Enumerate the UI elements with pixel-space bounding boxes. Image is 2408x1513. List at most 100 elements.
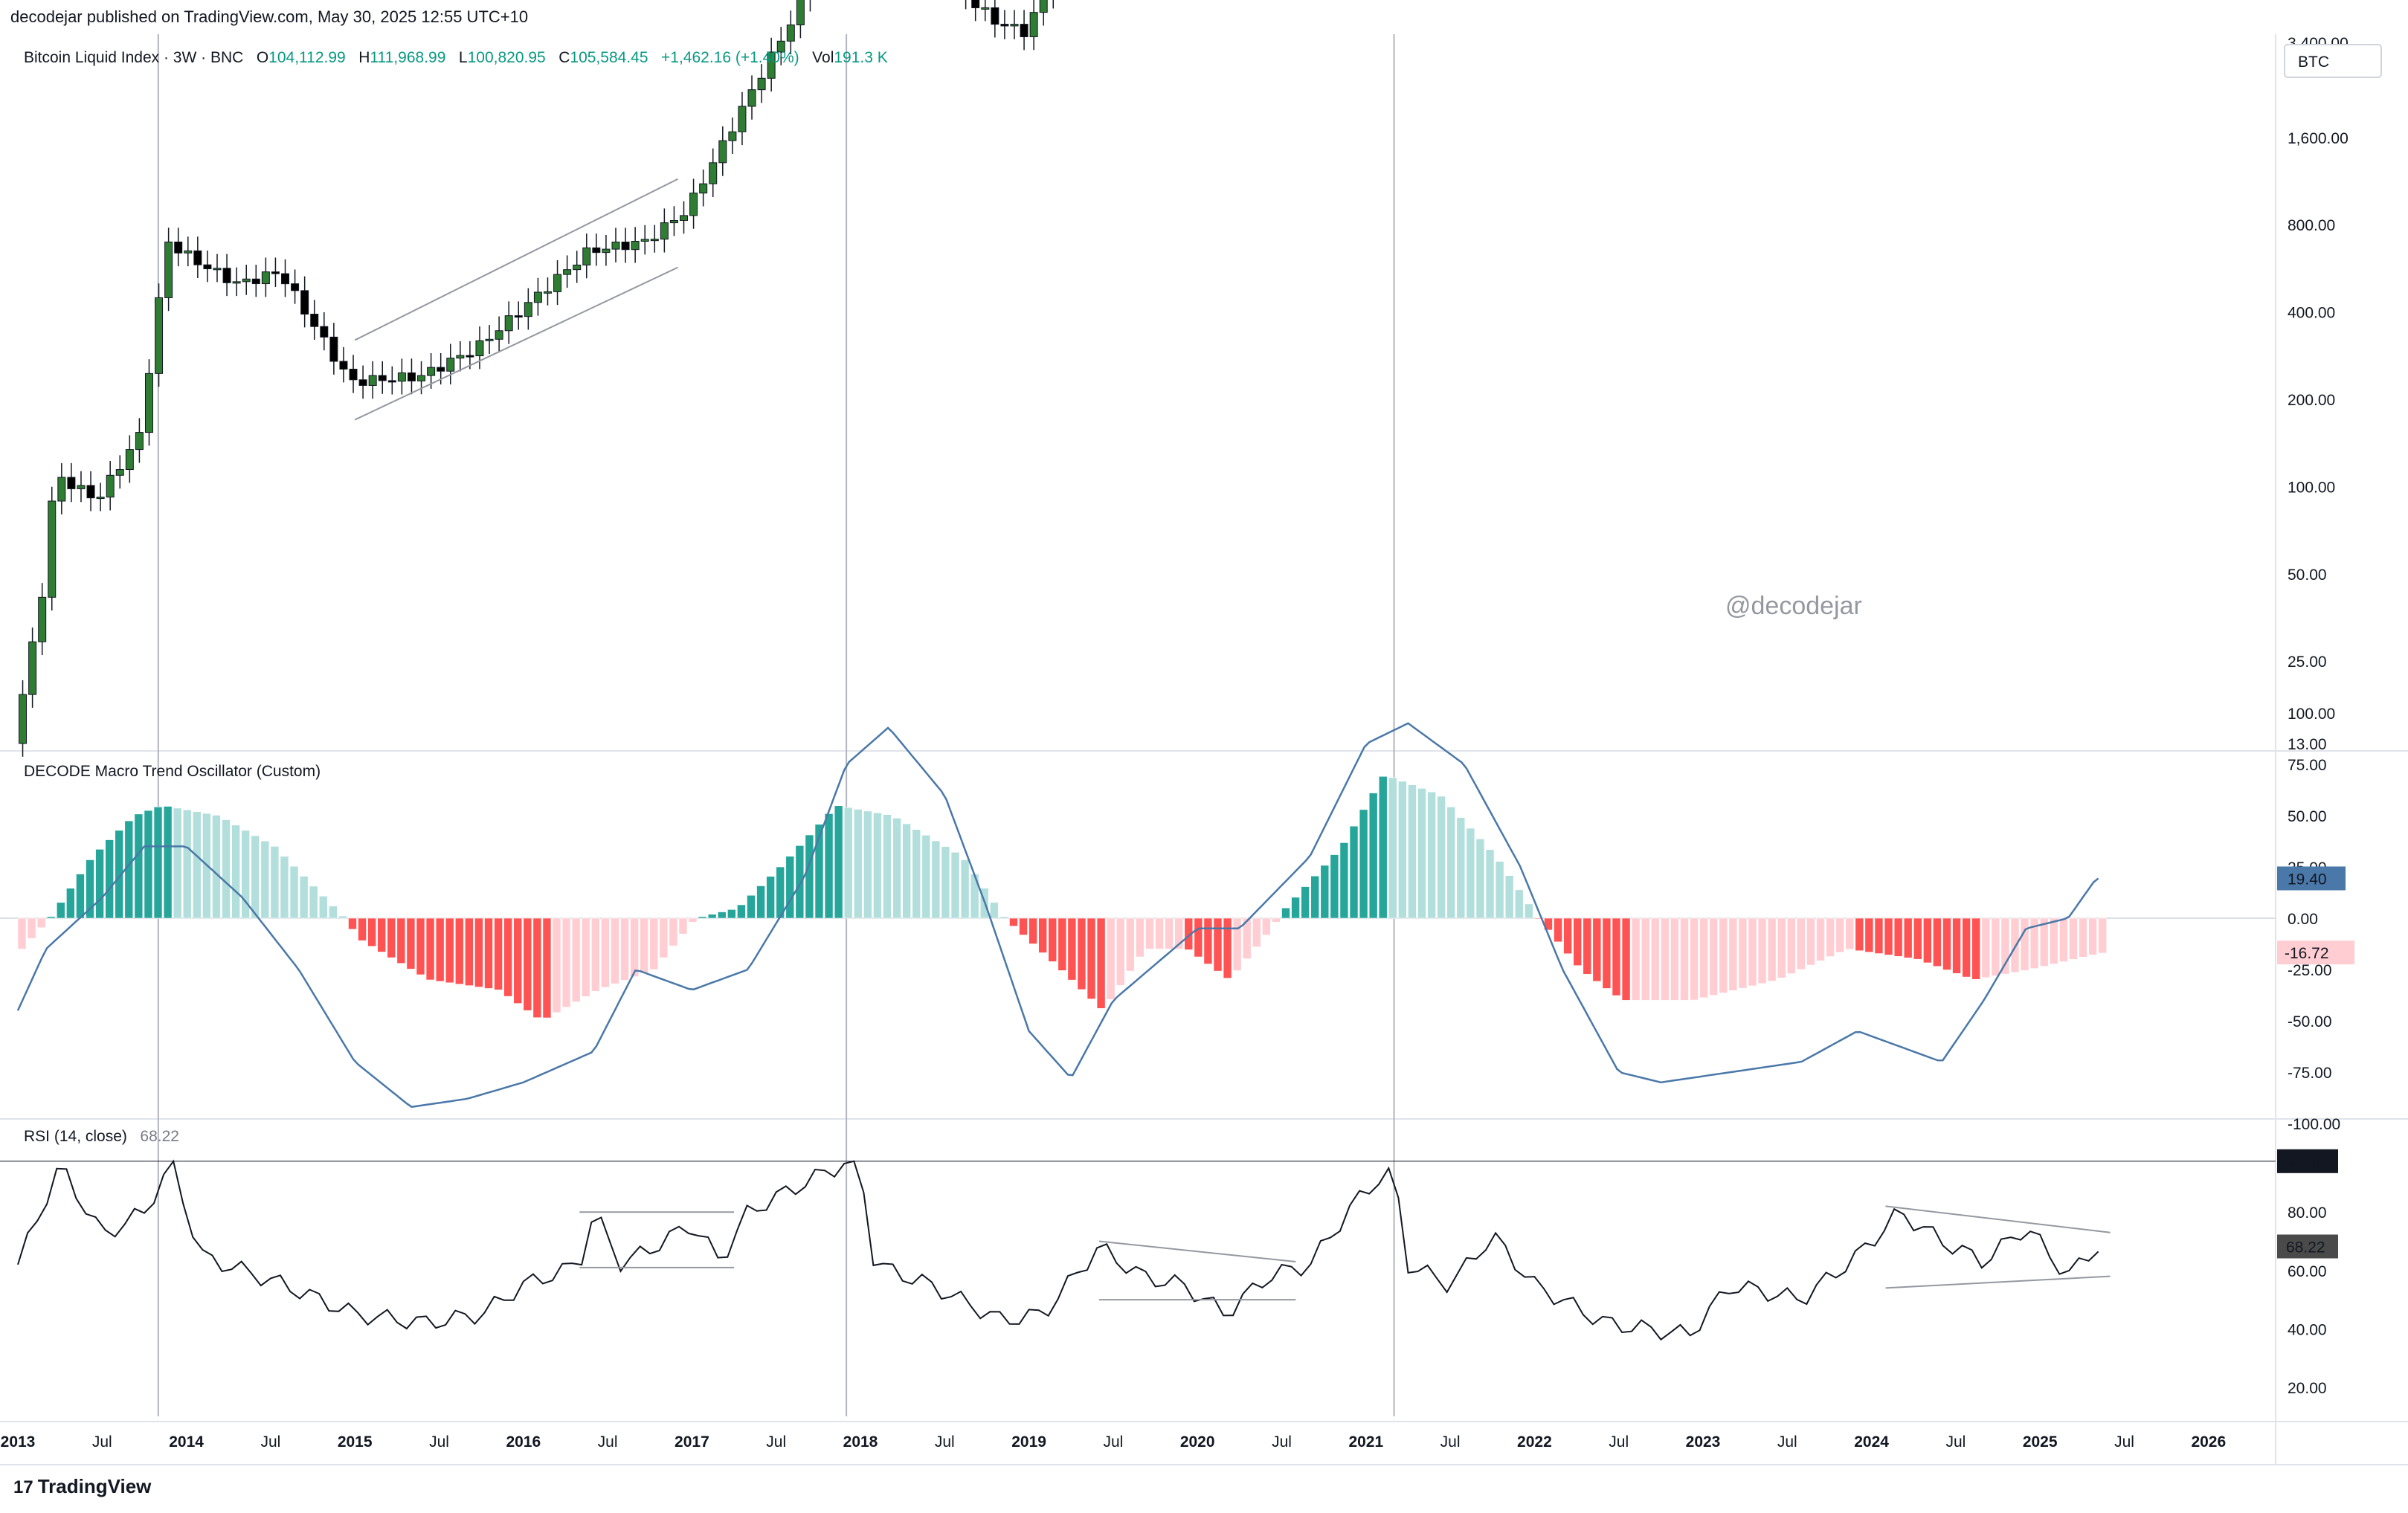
histogram-bar <box>737 904 746 919</box>
histogram-bar <box>1923 917 1932 964</box>
time-tick-label: Jul <box>2114 1433 2134 1451</box>
publish-header: decodejar published on TradingView.com, … <box>10 7 529 26</box>
rsi-legend[interactable]: RSI (14, close) 68.22 <box>24 1128 179 1146</box>
histogram-bar <box>484 917 493 989</box>
candle <box>300 290 309 315</box>
time-tick-label: Jul <box>429 1433 449 1451</box>
price-tick-label: 1,600.00 <box>2288 130 2349 147</box>
histogram-bar <box>1728 917 1738 991</box>
histogram-bar <box>231 825 240 919</box>
histogram-bar <box>1213 917 1223 972</box>
histogram-bar <box>1456 817 1466 919</box>
candle <box>524 302 532 317</box>
histogram-bar <box>523 917 532 1011</box>
histogram-bar <box>1612 917 1621 996</box>
candle <box>213 268 222 271</box>
histogram-bar <box>425 917 435 981</box>
histogram-bar <box>960 859 970 919</box>
candle <box>757 77 766 91</box>
histogram-bar <box>86 859 94 919</box>
oscillator-tick-label: -100.00 <box>2288 1116 2340 1133</box>
candle <box>650 239 659 242</box>
oscillator-line-value-box <box>2277 866 2346 891</box>
histogram-bar <box>309 885 318 919</box>
histogram-bar <box>1262 917 1271 935</box>
histogram-bar <box>222 819 231 919</box>
histogram-bar <box>1291 897 1300 919</box>
histogram-bar <box>1174 917 1183 949</box>
close-label: C <box>558 49 570 66</box>
time-tick-label: Jul <box>92 1433 112 1451</box>
histogram-bar <box>814 824 824 919</box>
candle <box>193 250 202 265</box>
histogram-bar <box>182 810 192 919</box>
histogram-bar <box>1408 784 1417 919</box>
candle <box>592 247 601 254</box>
candle <box>504 315 513 332</box>
histogram-bar <box>1514 889 1524 919</box>
oscillator-tick-label: 50.00 <box>2288 808 2327 825</box>
histogram-bar <box>1388 777 1397 919</box>
histogram-bar <box>1155 917 1164 949</box>
rsi-value-box <box>2277 1234 2338 1259</box>
oscillator-tick-label: 100.00 <box>2288 706 2335 723</box>
histogram-bar <box>659 917 669 958</box>
histogram-bar <box>581 917 590 997</box>
histogram-bar <box>1767 917 1777 981</box>
histogram-bar <box>387 917 396 958</box>
candle <box>796 0 805 25</box>
oscillator-legend[interactable]: DECODE Macro Trend Oscillator (Custom) <box>24 763 321 781</box>
time-tick-label: 2016 <box>506 1433 541 1451</box>
candle <box>125 449 134 471</box>
main-legend: Bitcoin Liquid Index · 3W · BNC O104,112… <box>24 49 888 67</box>
histogram-bar <box>698 916 707 919</box>
histogram-bar <box>251 835 260 919</box>
histogram-bar <box>601 917 610 988</box>
histogram-bar <box>2088 917 2097 955</box>
candle <box>28 641 37 695</box>
histogram-bar <box>1777 917 1786 978</box>
histogram-bar <box>1554 917 1562 943</box>
histogram-bar <box>1592 917 1602 982</box>
candle <box>728 131 737 141</box>
candle <box>981 7 990 10</box>
price-tick-label: 800.00 <box>2288 217 2335 234</box>
histogram-bar <box>2098 917 2107 954</box>
histogram-bar <box>1330 854 1339 919</box>
histogram-bar <box>2069 917 2078 960</box>
histogram-bar <box>1738 917 1748 989</box>
time-tick-label: 2022 <box>1517 1433 1552 1451</box>
tradingview-footer[interactable]: 17 TradingView <box>13 1475 151 1498</box>
time-tick-label: 2026 <box>2191 1433 2226 1451</box>
candle <box>310 314 319 327</box>
change-value: +1,462.16 (+1.40%) <box>661 49 799 66</box>
candle <box>971 0 980 9</box>
time-tick-label: Jul <box>1103 1433 1123 1451</box>
time-tick-label: Jul <box>260 1433 280 1451</box>
histogram-bar <box>1417 788 1426 919</box>
candle <box>407 372 416 381</box>
histogram-bar <box>561 917 571 1007</box>
histogram-bar <box>513 917 523 1004</box>
histogram-bar <box>931 840 941 919</box>
histogram-bar <box>358 917 367 941</box>
histogram-bar <box>1504 875 1514 919</box>
symbol-label[interactable]: Bitcoin Liquid Index · 3W · BNC <box>24 49 244 66</box>
histogram-bar <box>1874 917 1884 954</box>
histogram-bar <box>1563 917 1572 955</box>
candle <box>77 485 86 489</box>
candle <box>1000 24 1009 27</box>
histogram-bar <box>902 823 911 919</box>
candle <box>611 242 620 250</box>
histogram-bar <box>1942 917 1951 970</box>
histogram-bar <box>465 917 474 986</box>
histogram-bar <box>163 806 173 919</box>
histogram-bar <box>1048 917 1057 962</box>
candle <box>339 361 348 370</box>
histogram-bar <box>280 856 289 919</box>
histogram-bar <box>834 805 843 919</box>
candle <box>291 283 300 291</box>
candle <box>533 291 542 303</box>
candle <box>718 140 727 164</box>
